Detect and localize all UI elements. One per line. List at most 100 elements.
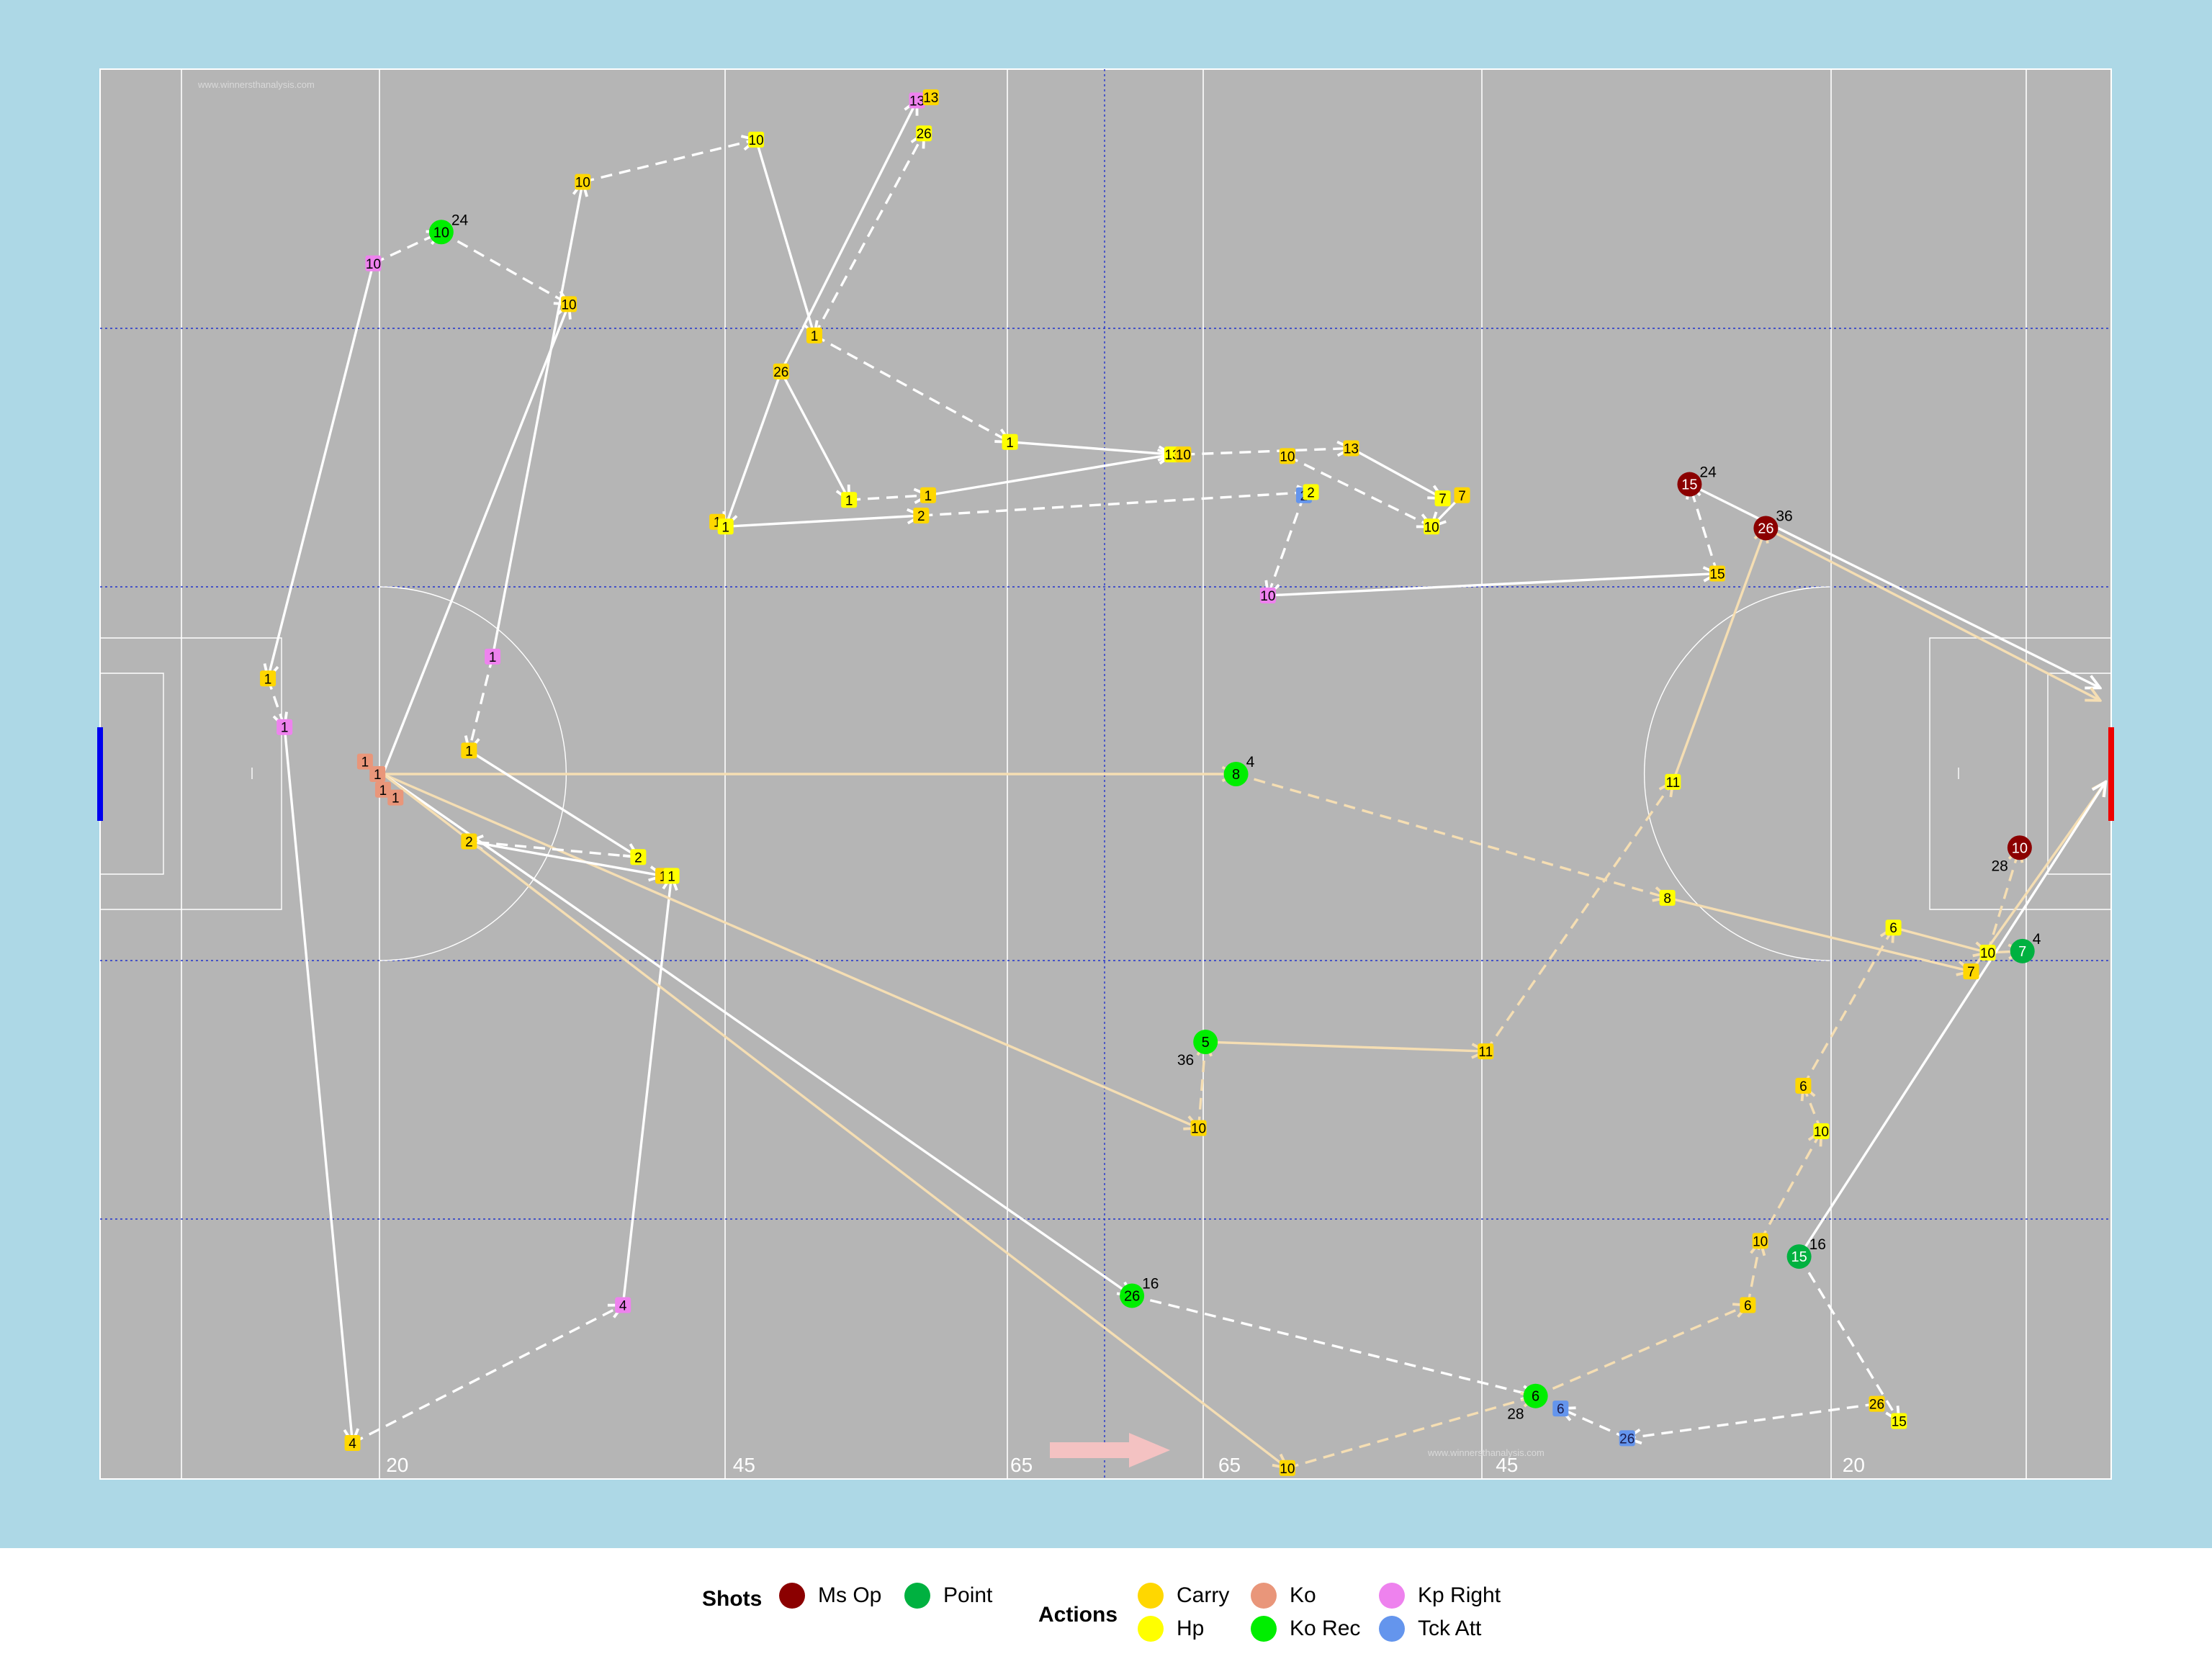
- pass-link-54: [1802, 927, 1893, 1087]
- action-label-a38: 1: [660, 869, 667, 884]
- action-square-a51: [1552, 1401, 1569, 1417]
- action-label-a49: 6: [1744, 1299, 1752, 1314]
- action-marker-a40: 8: [1659, 889, 1676, 907]
- action-square-a26: [1259, 587, 1276, 603]
- action-marker-a33: 1: [374, 781, 391, 799]
- shot-label-s6: 7: [2018, 944, 2026, 960]
- shot-tag-s6: 4: [2033, 931, 2041, 948]
- legend-swatch-ms-op: [779, 1583, 805, 1609]
- action-label-a9: 26: [773, 365, 788, 380]
- action-label-a18: 7: [1458, 489, 1466, 504]
- action-marker-a54: 15: [1891, 1413, 1907, 1430]
- goal-left: [97, 727, 103, 821]
- legend-item-carry: Carry: [1138, 1583, 1229, 1609]
- pass-link-6: [621, 876, 671, 1305]
- pass-link-29: [1765, 526, 2100, 700]
- action-label-a17: 7: [1439, 492, 1447, 507]
- pass-link-43: [468, 749, 638, 857]
- pass-link-1: [441, 230, 569, 304]
- legend-swatch-kp-right: [1379, 1583, 1405, 1609]
- action-square-a29: [276, 719, 293, 735]
- action-label-a35: 11: [1665, 775, 1680, 791]
- action-label-a4: 10: [749, 133, 764, 148]
- pitch-label-l20b: 20: [1843, 1454, 1865, 1476]
- action-square-a25: [1709, 565, 1725, 582]
- shot-marker-s4: 84: [1223, 754, 1255, 786]
- action-label-a19: 10: [1424, 520, 1439, 535]
- shot-tag-s4: 4: [1246, 754, 1255, 770]
- shot-tag-s10: 28: [1507, 1406, 1524, 1423]
- pass-link-5: [351, 1305, 624, 1444]
- shot-label-s2: 15: [1681, 477, 1697, 493]
- action-marker-a12: 10: [1175, 446, 1192, 463]
- action-marker-a32: 1: [369, 766, 386, 783]
- large-box-left: [100, 637, 282, 910]
- action-marker-a48: 10: [1752, 1233, 1768, 1249]
- action-square-a33: [374, 781, 391, 798]
- action-marker-a7: 10: [561, 296, 577, 313]
- action-square-a3: [916, 125, 932, 142]
- action-marker-a13: 10: [1279, 448, 1295, 464]
- shot-dot-s10: [1523, 1383, 1548, 1408]
- action-square-a46: [1190, 1120, 1207, 1136]
- shot-dot-s7: [1193, 1030, 1218, 1055]
- legend-actions-title: Actions: [1038, 1603, 1118, 1627]
- action-marker-a36: 2: [461, 833, 477, 850]
- action-square-a34: [387, 789, 404, 806]
- pitch-chart: www.winnersthanalysis.com www.winnerstha…: [0, 0, 2212, 1548]
- shot-dot-s2: [1677, 472, 1702, 497]
- pass-link-30: [1671, 528, 1766, 783]
- action-square-a44: [1478, 1043, 1494, 1060]
- action-marker-a46: 10: [1190, 1120, 1207, 1137]
- action-label-a30: 1: [465, 744, 473, 759]
- action-square-a8: [806, 327, 822, 343]
- action-label-a44: 11: [1478, 1045, 1493, 1060]
- legend-swatch-hp: [1138, 1616, 1164, 1642]
- pass-link-31: [1484, 782, 1673, 1053]
- action-square-a6: [365, 255, 382, 271]
- pitch-label-l20a: 20: [386, 1454, 408, 1476]
- action-square-a36: [461, 833, 477, 850]
- action-square-a39: [663, 868, 680, 884]
- legend-swatch-ko-rec: [1251, 1616, 1277, 1642]
- pitch-label-l65a: 65: [1010, 1454, 1033, 1476]
- shot-label-s8: 15: [1791, 1249, 1807, 1265]
- action-square-a45: [1795, 1077, 1812, 1094]
- pass-link-4: [283, 727, 352, 1443]
- action-label-a34: 1: [392, 791, 400, 806]
- action-marker-a27: 1: [485, 648, 501, 665]
- action-label-a14: 13: [1344, 441, 1359, 457]
- action-square-a55: [344, 1434, 361, 1451]
- legend-swatch-carry: [1138, 1583, 1164, 1609]
- pass-link-9: [582, 140, 756, 184]
- pass-link-10: [755, 139, 814, 336]
- action-label-a42: 10: [1980, 946, 1995, 961]
- action-marker-a17: 7: [1434, 490, 1451, 507]
- small-box-right: [2047, 673, 2111, 875]
- shot-dot-s9: [1120, 1283, 1145, 1308]
- legend-label-hp: Hp: [1177, 1617, 1205, 1640]
- action-label-a55: 4: [349, 1437, 356, 1452]
- pitch-label-l45a: 45: [733, 1454, 755, 1476]
- action-marker-a55: 4: [344, 1434, 361, 1452]
- action-square-a49: [1740, 1297, 1756, 1313]
- shot-tag-s3: 36: [1776, 508, 1792, 524]
- action-marker-a34: 1: [387, 789, 404, 806]
- action-label-a20: 1: [925, 489, 932, 504]
- legend-item-ko: Ko: [1251, 1583, 1316, 1609]
- action-square-a20: [920, 487, 936, 503]
- pass-link-17: [849, 495, 928, 500]
- action-label-a45: 6: [1799, 1079, 1807, 1094]
- shot-marker-s7: 5 36: [1177, 1030, 1218, 1069]
- pass-link-42: [469, 656, 494, 751]
- action-label-a39: 1: [667, 869, 675, 884]
- action-label-a1: 13: [909, 94, 925, 109]
- action-marker-a19: 10: [1424, 518, 1440, 535]
- action-marker-a43: 7: [1963, 963, 1979, 980]
- legend-item-point: Point: [904, 1583, 992, 1609]
- action-square-a9: [773, 363, 789, 379]
- legend-item-kp-right: Kp Right: [1379, 1583, 1501, 1609]
- action-square-a47: [1813, 1123, 1830, 1140]
- shot-dot-s3: [1753, 516, 1779, 541]
